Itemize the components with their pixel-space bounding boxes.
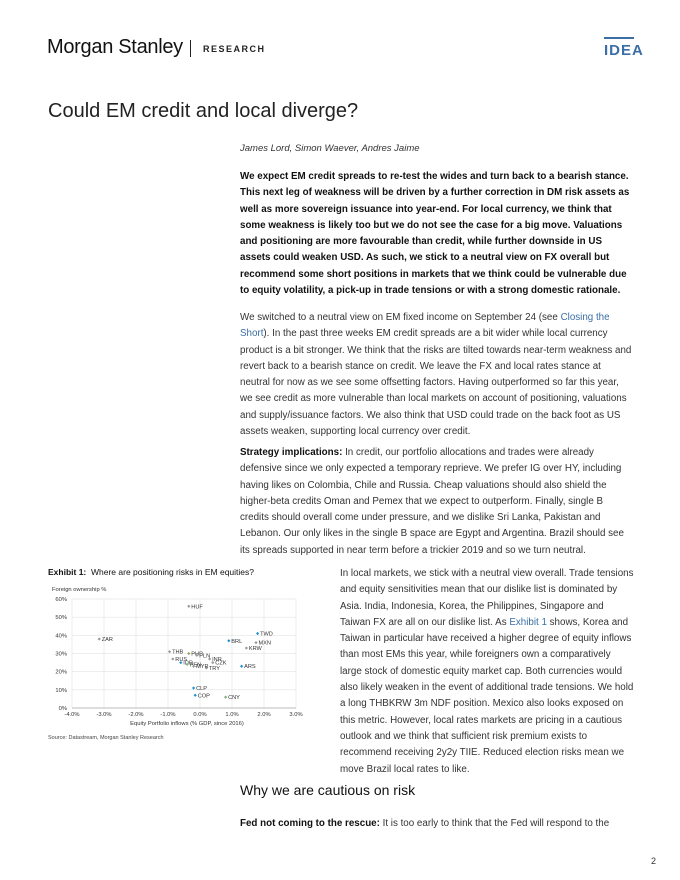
point-label-mxn: MXN — [259, 641, 271, 647]
y-axis-label: Foreign ownership % — [52, 587, 106, 593]
point-cop — [193, 693, 197, 697]
point-label-cny: CNY — [228, 695, 240, 701]
x-axis-ticks: -4.0% -3.0% -2.0% -1.0% 0.0% 1.0% 2.0% 3.0% — [64, 712, 302, 718]
lead-paragraph: We expect EM credit spreads to re-test t… — [240, 171, 630, 297]
exhibit-label: Exhibit 1: — [48, 567, 87, 577]
paragraph-text: In local markets, we stick with a neutra… — [340, 568, 634, 628]
point-try — [204, 666, 208, 670]
paragraph-local-markets: In local markets, we stick with a neutra… — [340, 566, 635, 778]
x-tick-label: 1.0% — [225, 712, 238, 718]
point-label-thb: THB — [172, 650, 183, 656]
paragraph-text: We switched to a neutral view on EM fixe… — [240, 312, 561, 323]
y-tick-label: 20% — [55, 670, 67, 676]
header-section-label: RESEARCH — [203, 44, 266, 54]
paragraph-text: In credit, our portfolio allocations and… — [240, 447, 624, 556]
page-title: Could EM credit and local diverge? — [48, 100, 359, 122]
exhibit-source: Source: Datastream, Morgan Stanley Resea… — [48, 735, 164, 741]
point-php — [187, 651, 191, 656]
point-ars — [240, 664, 244, 668]
y-tick-label: 0% — [59, 706, 67, 712]
point-clp — [192, 686, 196, 690]
paragraph-strategy-implications: Strategy implications: In credit, our po… — [240, 445, 632, 559]
scatter-chart: Foreign ownership % 0% 10% 20% 30% 40% 50% 60%… — [52, 587, 303, 727]
y-tick-label: 50% — [55, 615, 67, 621]
point-huf — [187, 604, 191, 608]
idea-tag: IDEA — [604, 42, 644, 59]
header-separator — [190, 40, 191, 57]
point-label-clp: CLP — [196, 686, 207, 692]
point-label-pen: PEN — [190, 662, 202, 668]
x-tick-label: -3.0% — [96, 712, 111, 718]
point-inr — [208, 657, 212, 661]
x-tick-label: 0.0% — [193, 712, 206, 718]
point-label-huf: HUF — [191, 604, 203, 610]
authors: James Lord, Simon Waever, Andres Jaime — [240, 143, 420, 154]
exhibit-1-link[interactable]: Exhibit 1 — [509, 616, 547, 628]
point-rus — [171, 657, 175, 661]
y-tick-label: 10% — [55, 688, 67, 694]
y-tick-label: 60% — [55, 597, 67, 603]
section-heading: Why we are cautious on risk — [240, 782, 416, 798]
x-axis-label: Equity Portfolio inflows (% GDP, since 2… — [130, 721, 244, 727]
x-tick-label: 3.0% — [289, 712, 302, 718]
paragraph-text: ). In the past three weeks EM credit spr… — [240, 328, 632, 438]
paragraph-fed: Fed not coming to the rescue: It is too … — [240, 818, 609, 829]
point-cny — [224, 695, 228, 699]
point-label-ars: ARS — [244, 664, 256, 670]
fed-label: Fed not coming to the rescue: — [240, 818, 380, 829]
point-label-zar: ZAR — [102, 637, 113, 643]
x-tick-label: -2.0% — [128, 712, 143, 718]
chart-points: HUFZARTWDBRLMXNKRWTHBPHPPLNRUSINRCZKIDRP… — [97, 604, 273, 701]
point-label-myr: MYR — [196, 664, 208, 670]
x-tick-label: 2.0% — [257, 712, 270, 718]
point-thb — [168, 650, 172, 654]
point-label-cop: COP — [198, 693, 210, 699]
x-tick-label: -4.0% — [64, 712, 79, 718]
closing-the-short-link[interactable]: Closing the Short — [240, 312, 610, 340]
point-label-krw: KRW — [249, 646, 263, 652]
exhibit-title-text: Where are positioning risks in EM equiti… — [91, 567, 254, 577]
chart-gridlines — [71, 598, 297, 709]
point-krw — [244, 646, 248, 650]
point-mxn — [254, 641, 258, 645]
point-label-rus: RUS — [175, 657, 187, 663]
paragraph-neutral-view: We switched to a neutral view on EM fixe… — [240, 310, 632, 440]
point-myr — [192, 664, 196, 668]
y-tick-label: 40% — [55, 633, 67, 639]
x-tick-label: -1.0% — [160, 712, 175, 718]
paragraph-text: It is too early to think that the Fed wi… — [379, 818, 610, 829]
exhibit-title: Exhibit 1: Where are positioning risks i… — [48, 567, 254, 577]
point-twd — [256, 631, 260, 636]
page-number: 2 — [651, 856, 657, 866]
point-label-brl: BRL — [231, 639, 242, 645]
point-brl — [227, 639, 231, 643]
point-label-czk: CZK — [215, 661, 226, 667]
point-label-pln: PLN — [199, 653, 210, 659]
y-tick-label: 30% — [55, 652, 67, 658]
strategy-label: Strategy implications: — [240, 447, 343, 458]
brand-logo: Morgan Stanley — [47, 36, 183, 58]
idea-accent-line — [604, 37, 634, 39]
point-label-twd: TWD — [260, 632, 273, 638]
point-zar — [97, 637, 101, 641]
y-axis-ticks: 0% 10% 20% 30% 40% 50% 60% — [55, 597, 67, 712]
point-label-try: TRY — [209, 666, 220, 672]
point-label-inr: INR — [212, 657, 222, 663]
point-label-idr: IDR — [183, 661, 193, 667]
paragraph-text: shows, Korea and Taiwan in particular ha… — [340, 616, 634, 775]
